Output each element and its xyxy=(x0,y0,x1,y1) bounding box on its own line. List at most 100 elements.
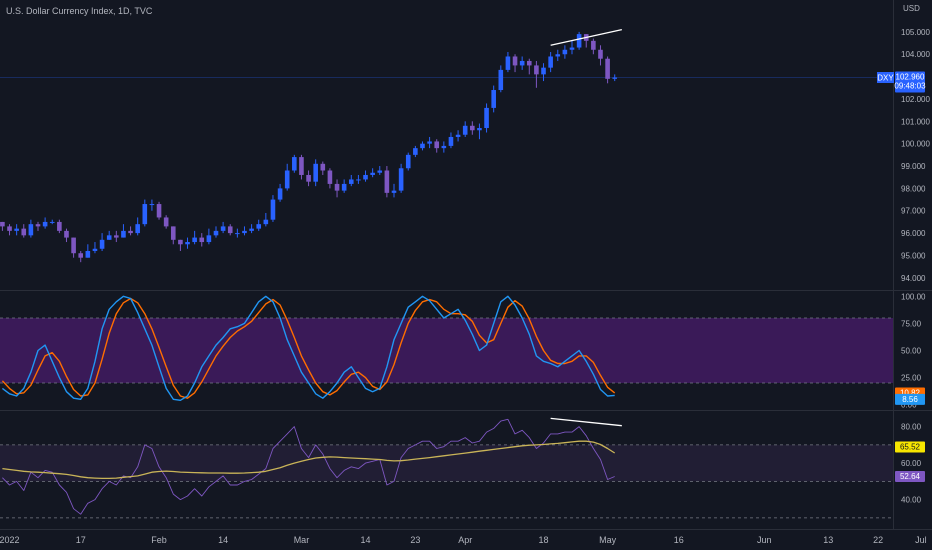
candle[interactable] xyxy=(470,121,475,135)
candle[interactable] xyxy=(534,60,539,88)
candle[interactable] xyxy=(299,154,304,180)
candle[interactable] xyxy=(526,58,532,75)
candle[interactable] xyxy=(519,56,525,70)
candle[interactable] xyxy=(562,45,568,59)
candle[interactable] xyxy=(71,237,76,258)
candle[interactable] xyxy=(384,166,390,198)
candle[interactable] xyxy=(199,233,205,247)
candle[interactable] xyxy=(42,217,48,229)
candle[interactable] xyxy=(356,174,361,184)
candle[interactable] xyxy=(14,224,19,236)
candle[interactable] xyxy=(106,230,112,240)
candle[interactable] xyxy=(92,242,98,254)
candle[interactable] xyxy=(569,40,575,55)
candle[interactable] xyxy=(341,179,347,193)
candle[interactable] xyxy=(163,215,169,229)
candle[interactable] xyxy=(576,31,582,50)
candle[interactable] xyxy=(348,174,354,187)
candle[interactable] xyxy=(405,152,411,171)
candle[interactable] xyxy=(498,65,504,93)
candle[interactable] xyxy=(135,217,140,236)
candle[interactable] xyxy=(591,38,596,55)
candle[interactable] xyxy=(35,221,41,231)
candle[interactable] xyxy=(213,226,219,238)
candle[interactable] xyxy=(598,45,603,66)
candle[interactable] xyxy=(413,145,418,158)
candle[interactable] xyxy=(612,74,618,82)
candle[interactable] xyxy=(7,224,12,236)
candle[interactable] xyxy=(284,163,290,191)
candle[interactable] xyxy=(49,219,55,225)
candle-body xyxy=(263,219,269,225)
candle[interactable] xyxy=(334,179,340,198)
candle[interactable] xyxy=(320,161,326,175)
candle[interactable] xyxy=(121,224,126,238)
candle[interactable] xyxy=(505,52,511,73)
candle[interactable] xyxy=(270,195,276,222)
candle[interactable] xyxy=(583,34,589,48)
candle[interactable] xyxy=(263,212,269,227)
candle[interactable] xyxy=(555,49,561,61)
candle[interactable] xyxy=(377,166,383,175)
candle[interactable] xyxy=(99,233,105,251)
candle[interactable] xyxy=(114,230,119,243)
candle[interactable] xyxy=(242,226,247,236)
candle[interactable] xyxy=(491,85,496,113)
candle[interactable] xyxy=(0,221,5,231)
candle[interactable] xyxy=(206,228,212,245)
candle[interactable] xyxy=(170,226,176,245)
candle[interactable] xyxy=(57,219,62,234)
candle[interactable] xyxy=(420,141,425,151)
candle[interactable] xyxy=(548,52,553,73)
candle[interactable] xyxy=(462,121,468,137)
candle[interactable] xyxy=(156,201,162,220)
candle[interactable] xyxy=(21,224,27,238)
candle[interactable] xyxy=(142,199,148,227)
rsi-trendline[interactable] xyxy=(550,417,622,427)
candle[interactable] xyxy=(185,237,190,249)
candle[interactable] xyxy=(256,219,262,231)
candle[interactable] xyxy=(192,230,197,245)
candle[interactable] xyxy=(306,170,311,187)
candle-body xyxy=(227,226,233,234)
rsi-badge: 52.64 xyxy=(895,471,925,483)
candle[interactable] xyxy=(455,130,461,142)
price-trendline[interactable] xyxy=(550,29,622,46)
candle[interactable] xyxy=(427,136,432,149)
candle[interactable] xyxy=(178,239,183,251)
candle[interactable] xyxy=(313,159,318,187)
chart-title: U.S. Dollar Currency Index, 1D, TVC xyxy=(6,6,153,16)
candle[interactable] xyxy=(85,244,91,258)
candle[interactable] xyxy=(448,132,454,149)
stochastic-pane[interactable] xyxy=(1,295,616,401)
candle-body xyxy=(356,179,361,181)
candle[interactable] xyxy=(398,163,404,193)
candle[interactable] xyxy=(277,183,283,202)
candle[interactable] xyxy=(434,139,440,153)
candle[interactable] xyxy=(64,228,69,243)
candle[interactable] xyxy=(512,54,518,73)
rsi-pane[interactable] xyxy=(2,417,622,515)
candle[interactable] xyxy=(391,183,397,198)
candle[interactable] xyxy=(477,123,482,140)
candle[interactable] xyxy=(541,63,546,82)
candle[interactable] xyxy=(235,228,240,238)
candle[interactable] xyxy=(441,141,447,153)
candle[interactable] xyxy=(149,199,155,211)
candle[interactable] xyxy=(78,250,84,263)
candle[interactable] xyxy=(370,168,375,178)
candle[interactable] xyxy=(249,224,254,234)
candle[interactable] xyxy=(363,170,368,182)
candle[interactable] xyxy=(292,154,297,173)
candle[interactable] xyxy=(128,226,133,236)
price-pane[interactable] xyxy=(0,29,893,263)
candle[interactable] xyxy=(28,219,34,238)
time-tick-label: 14 xyxy=(218,535,228,545)
candle[interactable] xyxy=(484,103,489,133)
candle[interactable] xyxy=(227,224,233,236)
candle[interactable] xyxy=(605,56,610,84)
candle[interactable] xyxy=(220,221,226,234)
candle-body xyxy=(420,143,425,149)
candle[interactable] xyxy=(327,168,333,189)
